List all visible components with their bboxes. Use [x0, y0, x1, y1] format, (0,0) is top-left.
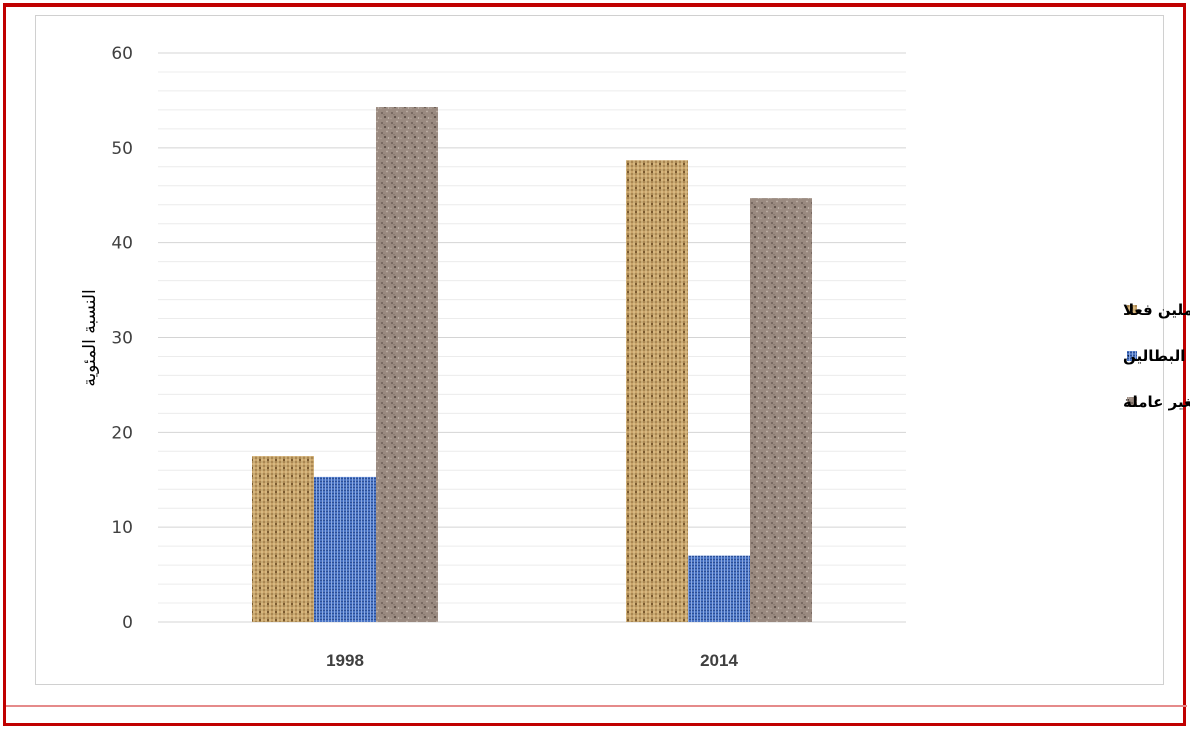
legend-swatch: [1127, 397, 1137, 407]
legend-swatch: [1127, 305, 1137, 315]
y-tick-label: 60: [111, 44, 133, 64]
bar-1998-series-3: [376, 107, 438, 623]
y-tick-label: 50: [111, 139, 133, 159]
x-axis: 1998 2014: [326, 651, 738, 670]
y-axis: 0 10 20 30 40 50 60: [111, 44, 133, 633]
y-tick-label: 0: [122, 613, 133, 633]
chart-area-border: [35, 15, 1164, 685]
bar-1998-series-1: [252, 456, 314, 622]
legend-entry: فئة البطالين: [1123, 347, 1190, 365]
bar-1998-series-2: [314, 476, 376, 622]
y-axis-label: النسبة المئوية: [80, 289, 100, 386]
bars: [252, 107, 812, 623]
legend-entry: فئة القوى الغير عاملة: [1123, 393, 1190, 411]
y-tick-label: 40: [111, 234, 133, 254]
bar-2014-series-1: [626, 160, 688, 622]
bar-2014-series-3: [750, 198, 812, 622]
x-tick-label: 1998: [326, 651, 364, 670]
legend-entry: فئة العاملين فعلا: [1123, 301, 1190, 319]
x-tick-label: 2014: [700, 651, 738, 670]
legend: فئة العاملين فعلا فئة البطالين فئة القوى ا…: [1123, 301, 1190, 411]
frame-bottom-line: [6, 705, 1187, 707]
y-tick-label: 20: [111, 423, 133, 443]
y-tick-label: 30: [111, 329, 133, 349]
bar-2014-series-2: [688, 555, 750, 622]
y-tick-label: 10: [111, 518, 133, 538]
legend-swatch: [1127, 351, 1137, 361]
